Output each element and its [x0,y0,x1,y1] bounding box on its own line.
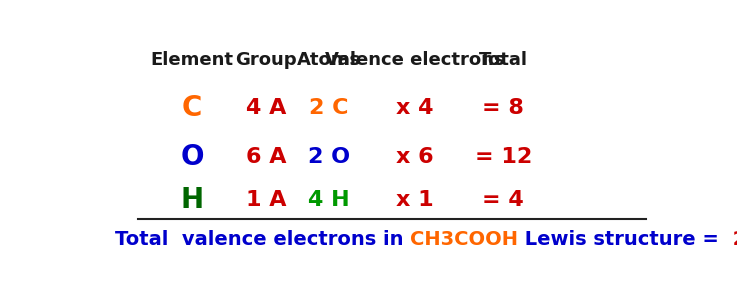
Text: 1 A: 1 A [246,190,287,210]
Text: = 4: = 4 [483,190,524,210]
Text: 6 A: 6 A [246,147,287,166]
Text: 4 H: 4 H [308,190,350,210]
Text: H: H [181,186,203,214]
Text: Lewis structure =: Lewis structure = [518,230,726,249]
Text: Valence electrons: Valence electrons [325,51,505,69]
Text: Group: Group [236,51,297,69]
Text: = 8: = 8 [483,99,524,118]
Text: C: C [182,95,202,122]
Text: 2 C: 2 C [310,99,349,118]
Text: x 1: x 1 [396,190,433,210]
Text: 24 electrons: 24 electrons [726,230,737,249]
Text: x 6: x 6 [396,147,433,166]
Text: = 12: = 12 [475,147,532,166]
Text: 2 O: 2 O [308,147,350,166]
Text: O: O [181,143,204,170]
Text: Element: Element [150,51,234,69]
Text: Total  valence electrons in: Total valence electrons in [115,230,411,249]
Text: 4 A: 4 A [246,99,287,118]
Text: Total: Total [479,51,528,69]
Text: x 4: x 4 [396,99,433,118]
Text: Atoms: Atoms [297,51,361,69]
Text: CH3COOH: CH3COOH [411,230,518,249]
